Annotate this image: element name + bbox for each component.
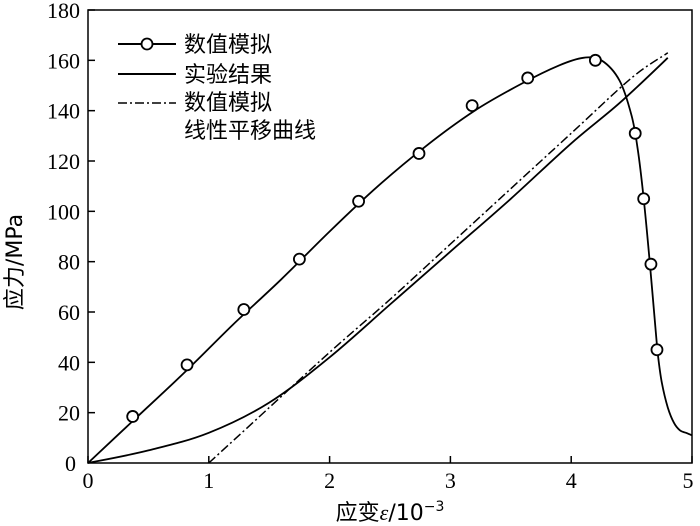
legend-label-shifted-1: 数值模拟 xyxy=(184,91,272,116)
series-line-2 xyxy=(208,52,669,464)
x-tick-label: 5 xyxy=(683,468,694,493)
legend-label-simulation: 数值模拟 xyxy=(184,33,272,58)
data-point xyxy=(644,257,658,271)
x-tick-label: 3 xyxy=(445,468,456,493)
axes: 0 1 2 3 4 5 0 20 40 60 80 100 120 140 160 180 xyxy=(47,0,694,493)
x-tick-label: 2 xyxy=(324,468,335,493)
data-point xyxy=(180,358,194,372)
data-point xyxy=(628,126,642,140)
y-tick-label: 120 xyxy=(47,149,80,174)
y-tick-label: 60 xyxy=(58,300,80,325)
legend: 数值模拟 实验结果 数值模拟 线性平移曲线 xyxy=(118,33,316,144)
origin-tick-label: 0 xyxy=(65,451,76,476)
x-tick-label: 4 xyxy=(566,468,577,493)
y-axis-title: 应力/MPa xyxy=(3,214,28,310)
data-point xyxy=(237,303,251,316)
data-point xyxy=(588,53,602,67)
data-point xyxy=(650,343,664,357)
y-tick-label: 20 xyxy=(58,401,80,426)
data-point xyxy=(126,410,140,423)
legend-marker-simulation xyxy=(140,37,154,51)
y-tick-label: 140 xyxy=(47,99,80,124)
legend-label-shifted-2: 线性平移曲线 xyxy=(184,119,316,144)
x-tick-label: 0 xyxy=(83,468,94,493)
data-point xyxy=(521,71,535,85)
legend-label-experiment: 实验结果 xyxy=(184,63,272,88)
y-tick-label: 100 xyxy=(47,199,80,224)
y-tick-label: 80 xyxy=(58,250,80,275)
plot-area xyxy=(87,52,693,464)
data-point xyxy=(412,147,426,160)
series-line-0 xyxy=(87,56,693,464)
data-point xyxy=(292,252,306,266)
data-point xyxy=(352,194,365,208)
axis-titles: 应变ε/10−3 应力/MPa xyxy=(3,214,444,526)
series-line-1 xyxy=(87,57,669,464)
data-point xyxy=(465,99,479,113)
plot-frame xyxy=(87,9,693,464)
x-axis-title: 应变ε/10−3 xyxy=(336,499,445,526)
y-tick-label: 40 xyxy=(58,350,80,375)
data-point xyxy=(637,192,651,206)
y-tick-label: 180 xyxy=(47,0,80,23)
y-tick-label: 160 xyxy=(47,48,80,73)
x-tick-label: 1 xyxy=(203,468,214,493)
